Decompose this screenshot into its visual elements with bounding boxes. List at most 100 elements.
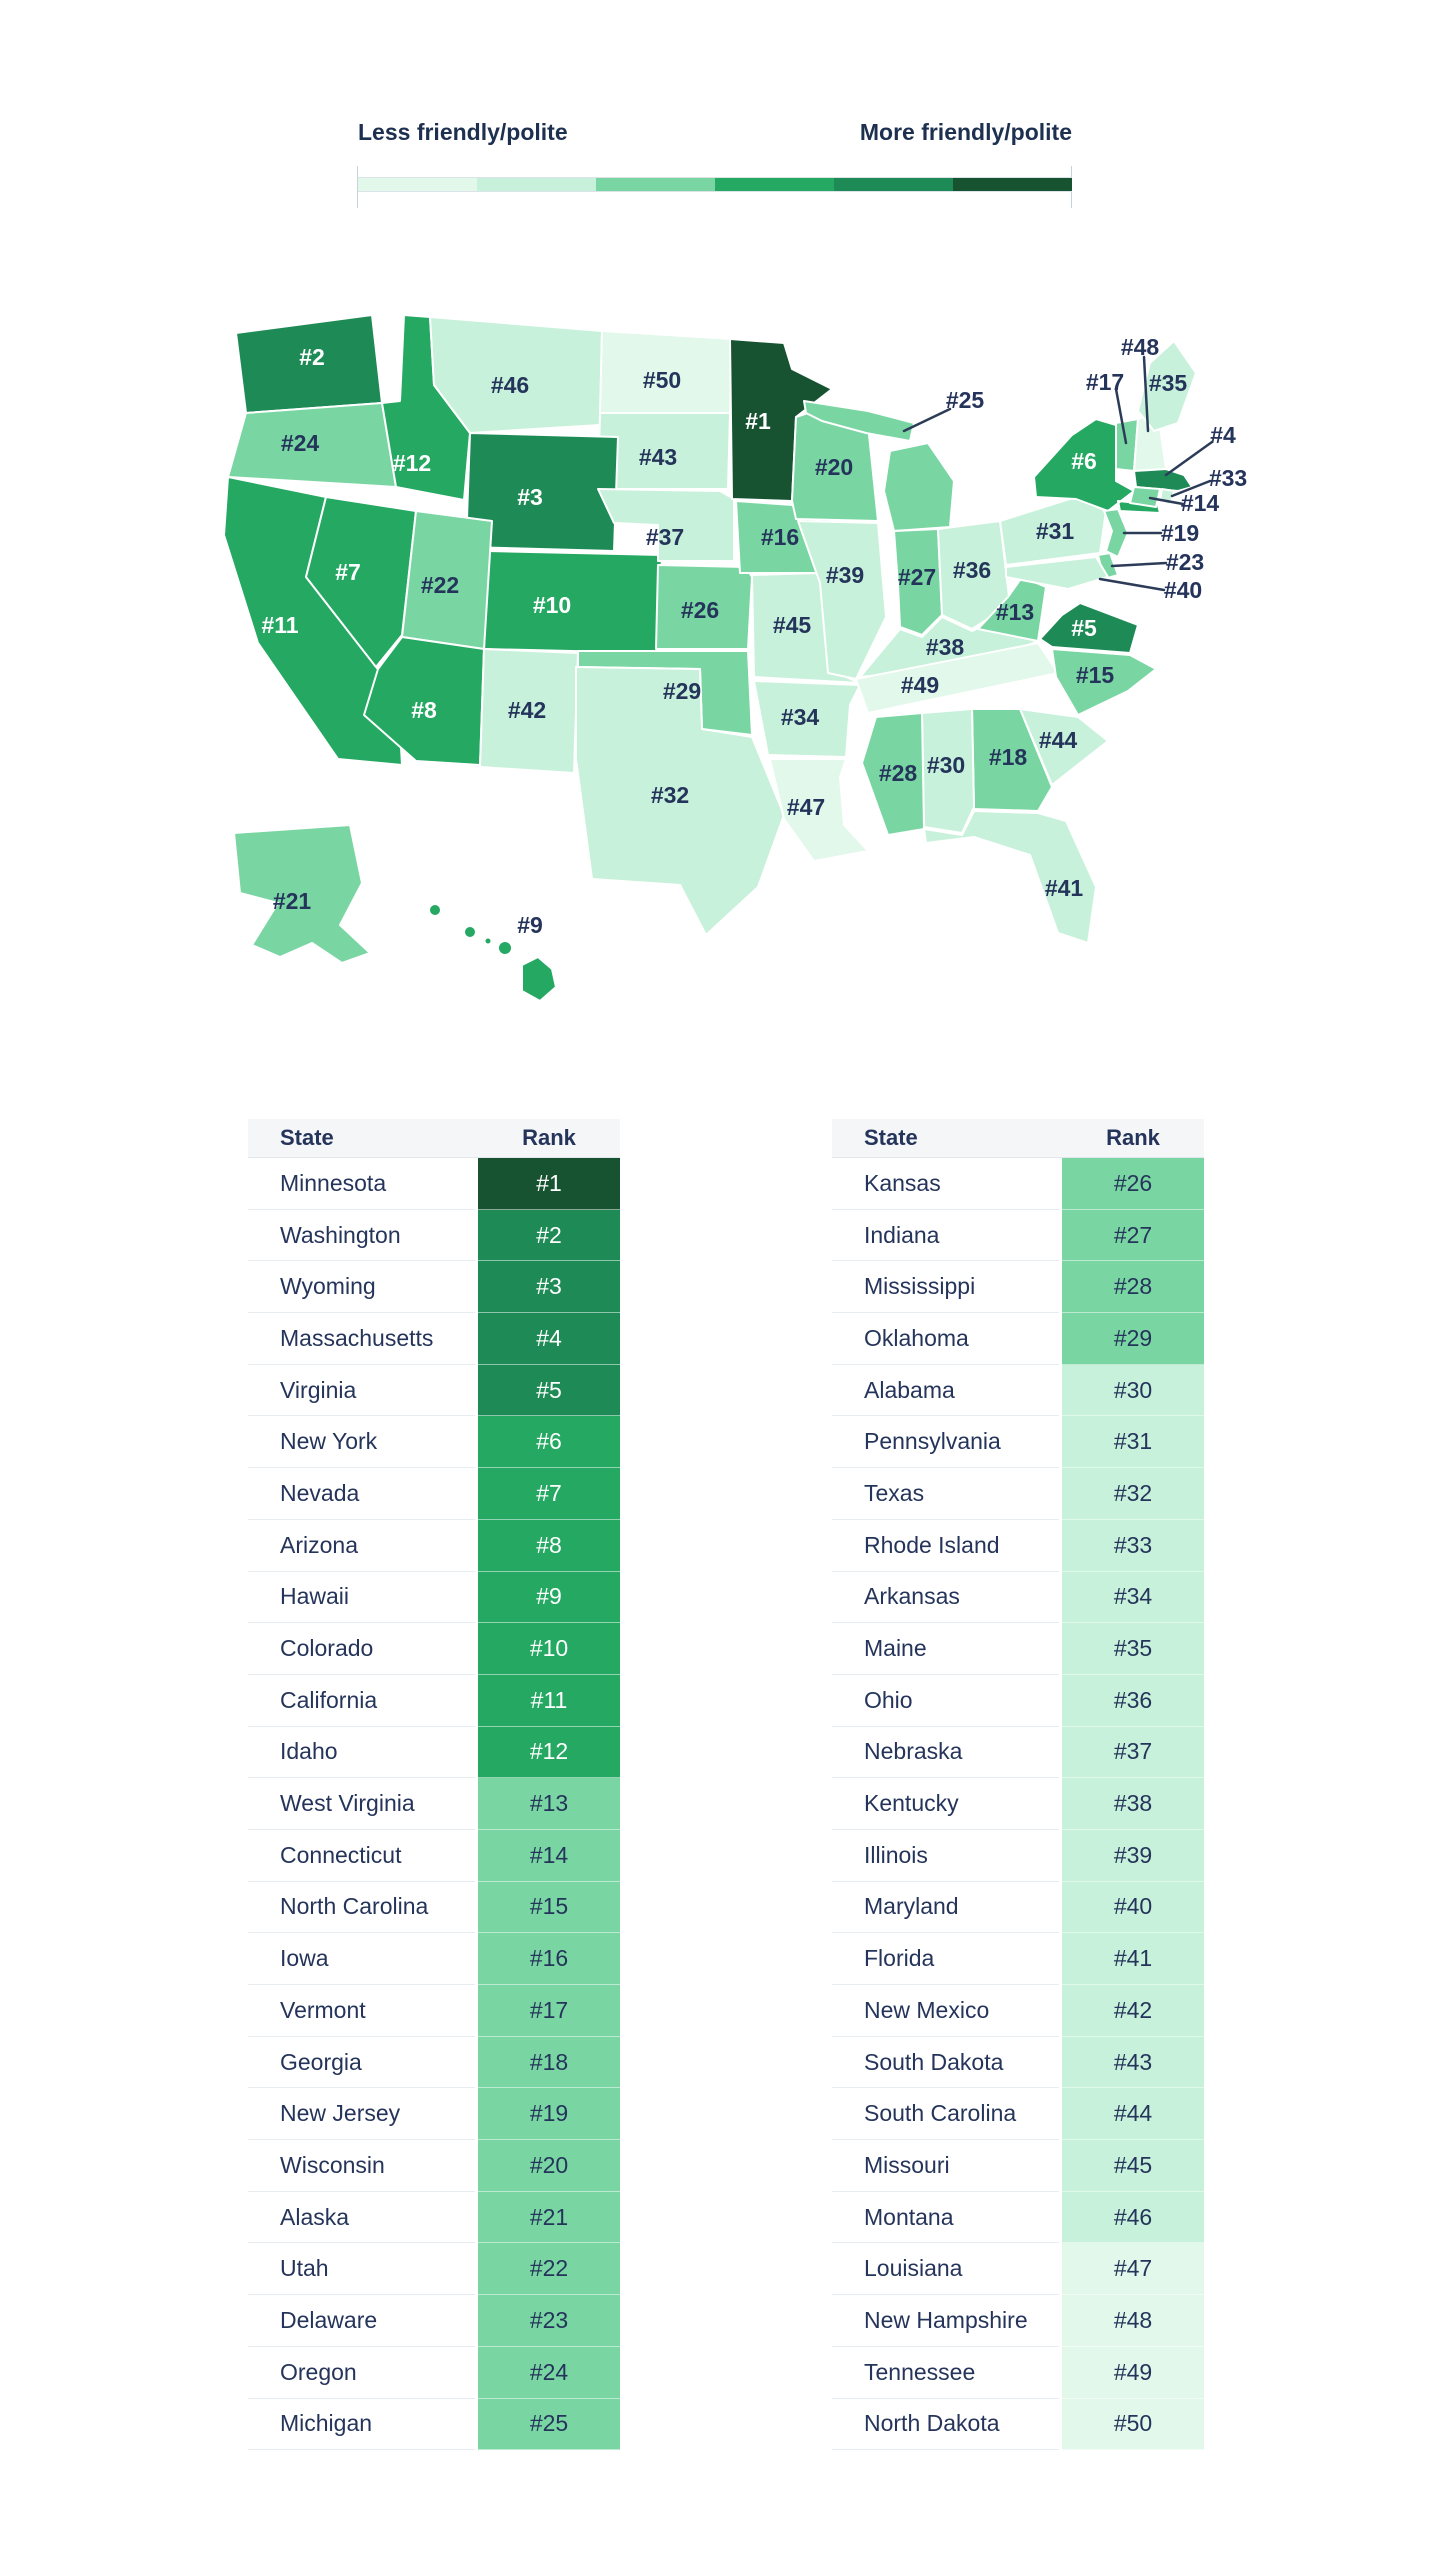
legend-color-segment: [953, 178, 1072, 191]
state-rank-label-LA: #47: [787, 794, 825, 820]
state-name-cell: Idaho: [248, 1726, 475, 1779]
state-rank-label-IN: #27: [898, 564, 936, 590]
rank-cell: #21: [478, 2191, 620, 2244]
state-rank-label-NV: #7: [335, 559, 361, 585]
rank-cell: #36: [1062, 1674, 1204, 1727]
state-name-cell: North Dakota: [832, 2398, 1059, 2451]
state-shape-NC: [1051, 648, 1157, 716]
state-rank-label-OR: #24: [281, 430, 320, 456]
rank-cell: #4: [478, 1313, 620, 1365]
state-name-cell: Indiana: [832, 1209, 1059, 1262]
table-row: Mississippi #28: [832, 1261, 1204, 1314]
leader-line-NH: [1142, 355, 1150, 433]
state-rank-label-HI: #9: [517, 912, 543, 938]
state-name-cell: South Carolina: [832, 2088, 1059, 2141]
rank-cell: #39: [1062, 1829, 1204, 1882]
state-rank-label-AR: #34: [781, 704, 820, 730]
state-rank-label-NM: #42: [508, 697, 546, 723]
legend-color-segment: [477, 178, 596, 191]
table-row: Kansas #26: [832, 1158, 1204, 1210]
table-row: New Hampshire #48: [832, 2295, 1204, 2347]
state-name-cell: Alabama: [832, 1364, 1059, 1417]
state-name-cell: Oregon: [248, 2346, 475, 2399]
rank-cell: #49: [1062, 2346, 1204, 2399]
us-choropleth-map: #1 #2 #3 #4 #5 #6 #7 #8 #9 #10 #11 #12 #13 #14 #15 #16 #…: [223, 314, 1247, 1002]
state-name-cell: South Dakota: [832, 2036, 1059, 2089]
state-rank-label-VT: #17: [1086, 369, 1124, 395]
state-name-cell: Iowa: [248, 1933, 475, 1985]
table-row: Florida #41: [832, 1933, 1204, 1985]
state-name-cell: New Hampshire: [832, 2295, 1059, 2347]
leader-line-VT: [1114, 387, 1128, 445]
state-name-cell: Virginia: [248, 1364, 475, 1417]
rank-cell: #41: [1062, 1933, 1204, 1985]
table-row: Rhode Island #33: [832, 1519, 1204, 1572]
rank-cell: #37: [1062, 1726, 1204, 1779]
state-rank-label-AK: #21: [273, 888, 312, 914]
state-shape-AR: [753, 680, 861, 758]
rank-cell: #14: [478, 1829, 620, 1882]
table-row: Wisconsin #20: [248, 2140, 620, 2192]
rank-cell: #2: [478, 1209, 620, 1262]
rank-cell: #46: [1062, 2191, 1204, 2244]
leader-line-RI: [1170, 479, 1212, 498]
state-rank-label-TN: #49: [901, 672, 939, 698]
state-name-cell: Hawaii: [248, 1571, 475, 1624]
state-rank-label-TX: #32: [651, 782, 689, 808]
state-rank-label-NC: #15: [1076, 662, 1115, 688]
state-shape-PA: [999, 496, 1107, 566]
state-rank-label-AL: #30: [927, 752, 965, 778]
state-shape-NJ: [1103, 508, 1129, 558]
table-row: New York #6: [248, 1416, 620, 1469]
rank-cell: #50: [1062, 2398, 1204, 2451]
state-rank-label-NY: #6: [1071, 448, 1097, 474]
rank-cell: #5: [478, 1364, 620, 1417]
state-name-cell: New Mexico: [832, 1985, 1059, 2037]
table-row: Maryland #40: [832, 1881, 1204, 1934]
table-row: Iowa #16: [248, 1933, 620, 1985]
rank-cell: #9: [478, 1571, 620, 1624]
rank-cell: #27: [1062, 1209, 1204, 1262]
rank-cell: #16: [478, 1933, 620, 1985]
state-rank-label-MS: #28: [879, 760, 918, 786]
rank-cell: #26: [1062, 1158, 1204, 1210]
state-rank-label-ME: #35: [1149, 370, 1188, 396]
state-shape-CT: [1129, 486, 1161, 508]
state-rank-label-AZ: #8: [411, 697, 437, 723]
rank-cell: #13: [478, 1778, 620, 1830]
state-name-cell: Kansas: [832, 1158, 1059, 1210]
rank-cell: #6: [478, 1416, 620, 1469]
table-row: Oklahoma #29: [832, 1313, 1204, 1365]
state-rank-label-VA: #5: [1071, 615, 1097, 641]
rank-table-26-50: State Rank Kansas #26 Indiana #27 Mississipp…: [832, 1119, 1204, 2451]
rank-cell: #1: [478, 1158, 620, 1210]
state-shape-NE: [597, 488, 735, 562]
state-rank-label-CO: #10: [533, 592, 571, 618]
table-body: Kansas #26 Indiana #27 Mississippi #28 Oklahom…: [832, 1158, 1204, 2451]
leader-line-MI: [902, 407, 952, 433]
state-shape-VA: [1039, 602, 1139, 654]
state-name-cell: North Carolina: [248, 1881, 475, 1934]
state-rank-label-WA: #2: [299, 344, 325, 370]
legend-color-segment: [834, 178, 953, 191]
rank-cell: #45: [1062, 2140, 1204, 2192]
table-row: Montana #46: [832, 2191, 1204, 2244]
table-row: Utah #22: [248, 2243, 620, 2296]
state-name-cell: New York: [248, 1416, 475, 1469]
legend-color-segment: [596, 178, 715, 191]
state-name-cell: Vermont: [248, 1985, 475, 2037]
state-rank-label-KY: #38: [926, 634, 965, 660]
state-rank-label-CA: #11: [261, 612, 298, 638]
state-rank-label-GA: #18: [989, 744, 1028, 770]
state-rank-label-MD: #40: [1164, 577, 1202, 603]
rank-cell: #18: [478, 2036, 620, 2089]
state-rank-label-WV: #13: [996, 599, 1034, 625]
state-shape-MD: [1005, 556, 1109, 590]
table-header: State Rank: [832, 1119, 1204, 1158]
table-row: Indiana #27: [832, 1209, 1204, 1262]
table-row: Alaska #21: [248, 2191, 620, 2244]
state-shape-TX: [575, 666, 785, 936]
rank-cell: #43: [1062, 2036, 1204, 2089]
state-rank-label-FL: #41: [1045, 875, 1084, 901]
